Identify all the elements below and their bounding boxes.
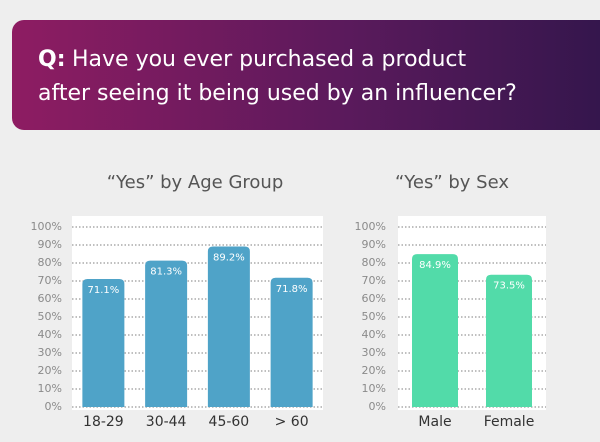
question-line: Have you ever purchased a product xyxy=(72,47,467,72)
y-tick-label: 70% xyxy=(362,274,386,287)
y-tick-label: 30% xyxy=(362,346,386,359)
y-tick-label: 80% xyxy=(38,256,62,269)
y-tick-label: 10% xyxy=(362,382,386,395)
value-label: 71.8% xyxy=(276,284,308,295)
x-tick-label: 30-44 xyxy=(146,414,187,430)
value-label: 84.9% xyxy=(419,260,451,271)
question-line: after seeing it being used by an influen… xyxy=(38,81,517,106)
y-tick-label: 60% xyxy=(362,292,386,305)
y-tick-label: 20% xyxy=(362,364,386,377)
y-tick-label: 100% xyxy=(355,220,386,233)
y-tick-label: 50% xyxy=(38,310,62,323)
bar xyxy=(145,260,188,407)
y-tick-label: 30% xyxy=(38,346,62,359)
y-tick-label: 0% xyxy=(45,400,62,413)
y-tick-label: 80% xyxy=(362,256,386,269)
x-tick-label: Female xyxy=(484,414,535,430)
value-label: 73.5% xyxy=(493,281,525,292)
bar xyxy=(207,246,250,407)
question-label: Q: xyxy=(38,47,66,72)
header-banner xyxy=(12,20,600,130)
bar xyxy=(412,254,458,407)
y-tick-label: 70% xyxy=(38,274,62,287)
y-tick-label: 10% xyxy=(38,382,62,395)
value-label: 89.2% xyxy=(213,252,245,263)
y-tick-label: 50% xyxy=(362,310,386,323)
x-tick-label: Male xyxy=(418,414,451,430)
bar xyxy=(270,277,313,407)
x-tick-label: 18-29 xyxy=(83,414,124,430)
y-tick-label: 100% xyxy=(31,220,62,233)
value-label: 81.3% xyxy=(150,267,182,278)
value-label: 71.1% xyxy=(87,285,119,296)
y-tick-label: 40% xyxy=(38,328,62,341)
x-tick-label: 45-60 xyxy=(209,414,250,430)
y-tick-label: 60% xyxy=(38,292,62,305)
y-tick-label: 90% xyxy=(38,238,62,251)
bar xyxy=(82,279,125,407)
y-tick-label: 40% xyxy=(362,328,386,341)
y-tick-label: 90% xyxy=(362,238,386,251)
y-tick-label: 0% xyxy=(369,400,386,413)
chart-title: “Yes” by Age Group xyxy=(107,172,284,193)
y-tick-label: 20% xyxy=(38,364,62,377)
bar xyxy=(486,274,532,407)
x-tick-label: > 60 xyxy=(275,414,309,430)
chart-title: “Yes” by Sex xyxy=(395,172,509,193)
